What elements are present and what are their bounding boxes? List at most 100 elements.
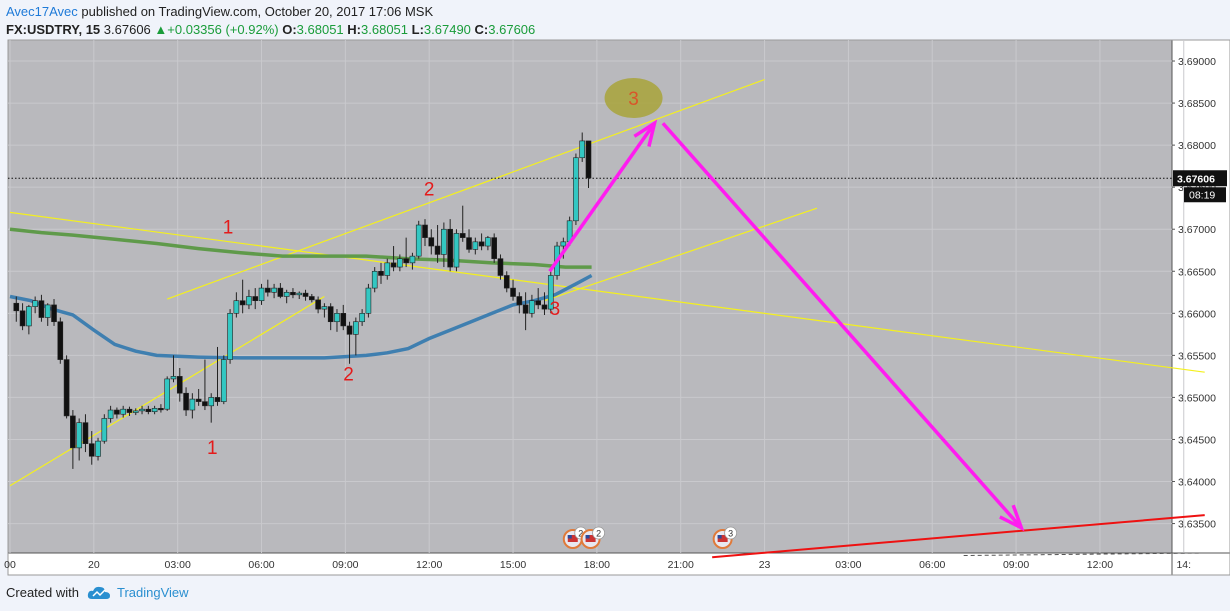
author-link[interactable]: Avec17Avec — [6, 4, 78, 19]
candle-body[interactable] — [346, 325, 353, 335]
candle-body[interactable] — [88, 443, 95, 457]
candle-body[interactable] — [158, 408, 164, 411]
candle-body[interactable] — [120, 408, 126, 415]
candle-body[interactable] — [202, 401, 208, 407]
candle-body[interactable] — [227, 313, 233, 360]
candle-body[interactable] — [258, 287, 265, 302]
candle-body[interactable] — [434, 245, 441, 255]
candle-body[interactable] — [38, 300, 45, 318]
candle-body[interactable] — [422, 224, 428, 238]
candle-body[interactable] — [189, 398, 196, 411]
plot-area[interactable] — [8, 40, 1172, 553]
candle-body[interactable] — [384, 262, 391, 276]
candle-body[interactable] — [491, 237, 497, 259]
candle-body[interactable] — [32, 300, 38, 307]
candle-body[interactable] — [503, 275, 510, 289]
candle-body[interactable] — [145, 408, 152, 413]
candle-body[interactable] — [428, 237, 435, 247]
candle-body[interactable] — [585, 140, 592, 179]
candle-body[interactable] — [95, 440, 101, 457]
down-arrow-shaft[interactable] — [661, 122, 1023, 529]
candle-body[interactable] — [560, 241, 567, 247]
candle-body[interactable] — [579, 140, 586, 159]
candle-body[interactable] — [353, 321, 359, 335]
time-axis[interactable] — [8, 553, 1172, 575]
candle-body[interactable] — [239, 300, 246, 306]
candle-body[interactable] — [397, 258, 403, 268]
candle-body[interactable] — [547, 275, 554, 310]
candle-body[interactable] — [466, 237, 472, 250]
candle-body[interactable] — [246, 296, 252, 306]
candle-body[interactable] — [13, 302, 20, 312]
candle-body[interactable] — [290, 291, 296, 296]
candle-body[interactable] — [63, 359, 70, 417]
candle-body[interactable] — [485, 237, 491, 247]
candle-body[interactable] — [535, 300, 541, 306]
candle-body[interactable] — [126, 408, 133, 413]
candle-body[interactable] — [409, 255, 416, 264]
candle-body[interactable] — [516, 296, 523, 306]
candle-body[interactable] — [170, 376, 177, 380]
trend-line[interactable] — [166, 78, 765, 300]
candle-body[interactable] — [302, 292, 309, 297]
candle-body[interactable] — [132, 410, 139, 413]
candle-body[interactable] — [459, 233, 466, 238]
candle-body[interactable] — [70, 415, 76, 449]
candle-body[interactable] — [76, 422, 82, 449]
candle-body[interactable] — [472, 241, 479, 250]
candle-body[interactable] — [252, 296, 259, 302]
candle-body[interactable] — [195, 398, 202, 402]
candle-body[interactable] — [19, 310, 26, 327]
candle-body[interactable] — [453, 233, 460, 268]
candle-body[interactable] — [296, 292, 303, 296]
candle-body[interactable] — [573, 157, 579, 222]
candle-body[interactable] — [101, 418, 108, 442]
candle-body[interactable] — [220, 359, 227, 402]
candle-body[interactable] — [26, 306, 32, 327]
candle-body[interactable] — [283, 291, 290, 297]
candle-body[interactable] — [176, 376, 183, 394]
tradingview-link[interactable]: TradingView — [116, 585, 189, 600]
trend-line[interactable] — [9, 211, 1205, 373]
candle-body[interactable] — [321, 306, 328, 310]
candle-body[interactable] — [139, 408, 145, 412]
candle-body[interactable] — [497, 258, 504, 276]
candle-body[interactable] — [478, 241, 485, 247]
candle-body[interactable] — [447, 228, 453, 268]
candle-body[interactable] — [327, 306, 334, 323]
candle-body[interactable] — [359, 313, 365, 323]
candle-body[interactable] — [403, 258, 409, 264]
candle-body[interactable] — [114, 409, 120, 415]
candle-body[interactable] — [529, 300, 535, 314]
candle-body[interactable] — [277, 287, 284, 297]
candle-body[interactable] — [315, 299, 321, 310]
candle-body[interactable] — [164, 378, 170, 410]
candle-body[interactable] — [415, 224, 422, 257]
candle-body[interactable] — [265, 287, 271, 293]
candle-body[interactable] — [233, 300, 240, 314]
candle-body[interactable] — [214, 397, 221, 402]
candle-body[interactable] — [183, 392, 189, 411]
candle-body[interactable] — [522, 304, 529, 314]
up-arrow-shaft[interactable] — [548, 122, 656, 273]
candle-body[interactable] — [107, 409, 114, 419]
candle-body[interactable] — [334, 313, 340, 323]
price-axis[interactable] — [1172, 40, 1230, 575]
candle-body[interactable] — [44, 304, 51, 318]
candle-body[interactable] — [271, 287, 277, 293]
candle-body[interactable] — [57, 321, 64, 360]
candle-body[interactable] — [541, 304, 548, 310]
candle-body[interactable] — [365, 287, 372, 314]
trend-line[interactable] — [544, 207, 818, 302]
candle-body[interactable] — [208, 397, 215, 407]
red-trend-line[interactable] — [712, 514, 1205, 559]
candle-body[interactable] — [441, 228, 447, 255]
candle-body[interactable] — [82, 422, 89, 444]
candle-body[interactable] — [51, 304, 57, 323]
target-ellipse[interactable] — [604, 78, 663, 119]
candle-body[interactable] — [378, 270, 384, 276]
candle-body[interactable] — [371, 270, 378, 289]
candle-body[interactable] — [510, 287, 516, 297]
candle-body[interactable] — [390, 262, 397, 268]
